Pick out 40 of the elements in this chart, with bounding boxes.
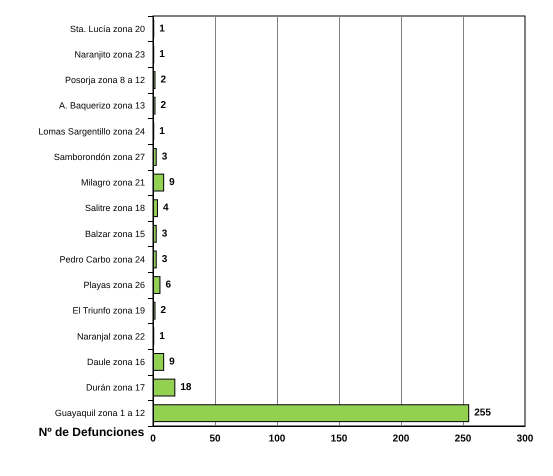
x-tick-label: 150 bbox=[330, 434, 348, 444]
x-tick-label: 250 bbox=[454, 434, 472, 444]
y-tick-label: Salitre zona 18 bbox=[84, 203, 145, 214]
data-label: 1 bbox=[159, 126, 166, 137]
x-tick-label: 50 bbox=[209, 434, 221, 444]
data-label: 1 bbox=[159, 330, 166, 342]
y-tick-label: Daule zona 16 bbox=[86, 356, 145, 367]
x-axis-title: Nº de Defunciones bbox=[38, 425, 145, 439]
y-tick-label: Naranjito zona 23 bbox=[74, 49, 145, 60]
y-tick-label: Milagro zona 21 bbox=[80, 178, 145, 188]
x-tick-label: 100 bbox=[268, 434, 286, 444]
y-tick-label: Posorja zona 8 a 12 bbox=[64, 75, 145, 86]
data-label: 6 bbox=[165, 280, 172, 291]
y-tick-label: Pedro Carbo zona 24 bbox=[59, 254, 145, 264]
data-label: 9 bbox=[169, 356, 176, 368]
y-tick-label: Samborondón zona 27 bbox=[54, 152, 145, 162]
y-tick-label: Sta. Lucía zona 20 bbox=[70, 24, 145, 34]
data-label: 2 bbox=[160, 74, 166, 86]
data-label: 1 bbox=[159, 48, 166, 60]
data-label: 255 bbox=[474, 408, 492, 419]
y-tick-label: Playas zona 26 bbox=[83, 280, 145, 290]
data-label: 9 bbox=[169, 177, 176, 188]
y-tick-label: A. Baquerizo zona 13 bbox=[58, 100, 145, 111]
x-tick-label: 200 bbox=[392, 434, 410, 444]
data-label: 2 bbox=[160, 305, 166, 316]
data-label: 3 bbox=[162, 254, 168, 265]
data-label: 3 bbox=[162, 228, 168, 240]
x-tick-label: 300 bbox=[516, 434, 534, 444]
y-tick-label: Naranjal zona 22 bbox=[76, 331, 145, 342]
data-label: 3 bbox=[162, 151, 168, 162]
y-tick-label: Lomas Sargentillo zona 24 bbox=[38, 126, 145, 136]
y-tick-label: Durán zona 17 bbox=[86, 382, 145, 393]
y-tick-label: Balzar zona 15 bbox=[84, 228, 145, 239]
y-tick-label: El Triunfo zona 19 bbox=[72, 306, 145, 316]
y-tick-label: Guayaquil zona 1 a 12 bbox=[54, 408, 145, 418]
data-label: 1 bbox=[159, 23, 166, 34]
x-tick-label: 0 bbox=[150, 434, 156, 444]
data-label: 18 bbox=[180, 382, 192, 394]
data-label: 2 bbox=[160, 100, 166, 112]
data-label: 4 bbox=[162, 202, 169, 214]
